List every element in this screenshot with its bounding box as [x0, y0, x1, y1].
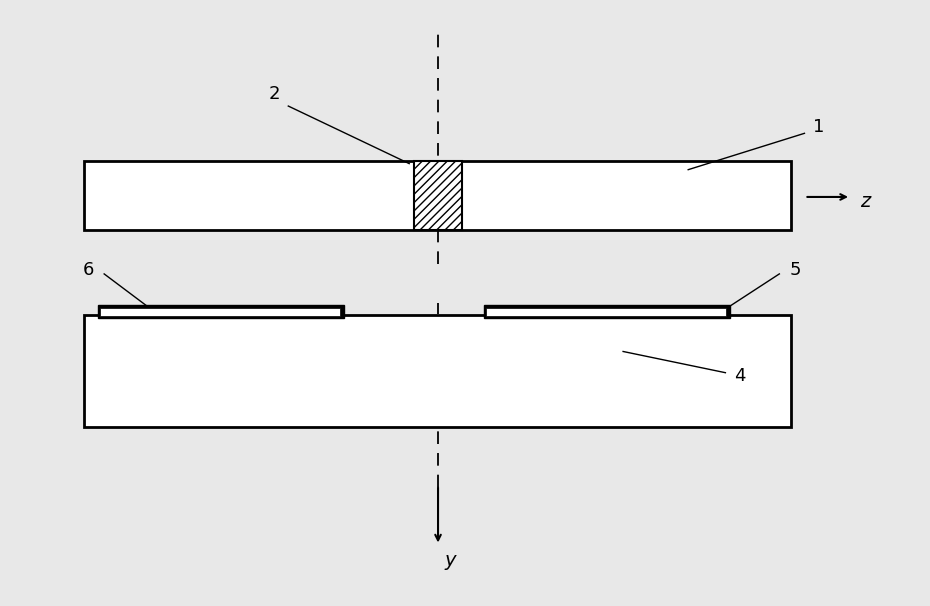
Bar: [84, 161, 790, 230]
Bar: [486, 308, 726, 316]
Bar: [98, 305, 344, 318]
Bar: [84, 315, 790, 427]
Text: 6: 6: [83, 261, 94, 279]
Text: 4: 4: [734, 367, 745, 385]
Text: z: z: [860, 192, 870, 211]
Text: 1: 1: [813, 118, 824, 136]
Text: y: y: [445, 551, 456, 570]
Text: 5: 5: [790, 261, 801, 279]
Bar: [414, 161, 462, 230]
Bar: [484, 305, 730, 318]
Text: 2: 2: [269, 85, 280, 103]
Bar: [100, 308, 340, 316]
